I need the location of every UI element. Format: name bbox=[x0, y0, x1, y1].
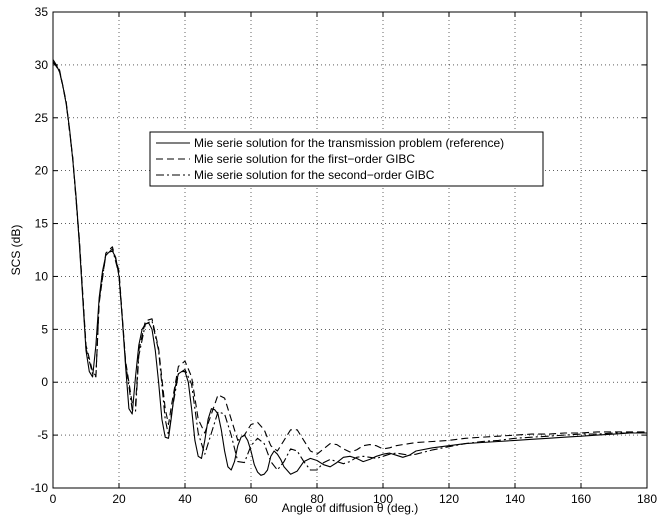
y-tick-label: 15 bbox=[35, 217, 49, 231]
legend: Mie serie solution for the transmission … bbox=[149, 131, 544, 187]
x-tick-label: 0 bbox=[50, 492, 57, 506]
x-tick-label: 180 bbox=[637, 492, 657, 506]
x-tick-label: 20 bbox=[112, 492, 126, 506]
x-tick-label: 140 bbox=[505, 492, 525, 506]
y-tick-label: 25 bbox=[35, 111, 49, 125]
legend-label-3: Mie serie solution for the second−order … bbox=[194, 168, 435, 182]
series-line-2 bbox=[52, 59, 647, 455]
ticks: 0 20 40 60 80 100 120 140 160 180 -10 -5 0 5 10 15 20 25 3… bbox=[31, 5, 658, 506]
y-tick-label: 0 bbox=[41, 375, 48, 389]
legend-label-2: Mie serie solution for the first−order G… bbox=[194, 152, 415, 166]
legend-items: Mie serie solution for the transmission … bbox=[156, 136, 504, 182]
series-line-1 bbox=[52, 62, 647, 476]
x-tick-label: 80 bbox=[310, 492, 324, 506]
x-tick-label: 60 bbox=[244, 492, 258, 506]
series-layer bbox=[52, 59, 648, 476]
y-tick-label: 5 bbox=[41, 322, 48, 336]
x-tick-label: 120 bbox=[439, 492, 459, 506]
y-tick-label: 30 bbox=[35, 58, 49, 72]
legend-label-1: Mie serie solution for the transmission … bbox=[194, 136, 504, 150]
x-tick-label: 100 bbox=[373, 492, 393, 506]
legend-box bbox=[149, 131, 544, 187]
y-tick-label: 10 bbox=[35, 269, 49, 283]
y-axis-label: SCS (dB) bbox=[9, 225, 23, 276]
y-tick-label: 35 bbox=[35, 5, 49, 19]
y-tick-label: -10 bbox=[31, 481, 49, 495]
y-tick-label: -5 bbox=[37, 428, 48, 442]
x-axis-label: Angle of diffusion θ (deg.) bbox=[282, 501, 419, 515]
y-tick-label: 20 bbox=[35, 164, 49, 178]
plot-frame bbox=[52, 11, 648, 489]
x-tick-label: 40 bbox=[178, 492, 192, 506]
x-tick-label: 160 bbox=[571, 492, 591, 506]
series-line-3 bbox=[52, 61, 648, 471]
grid bbox=[53, 12, 647, 488]
